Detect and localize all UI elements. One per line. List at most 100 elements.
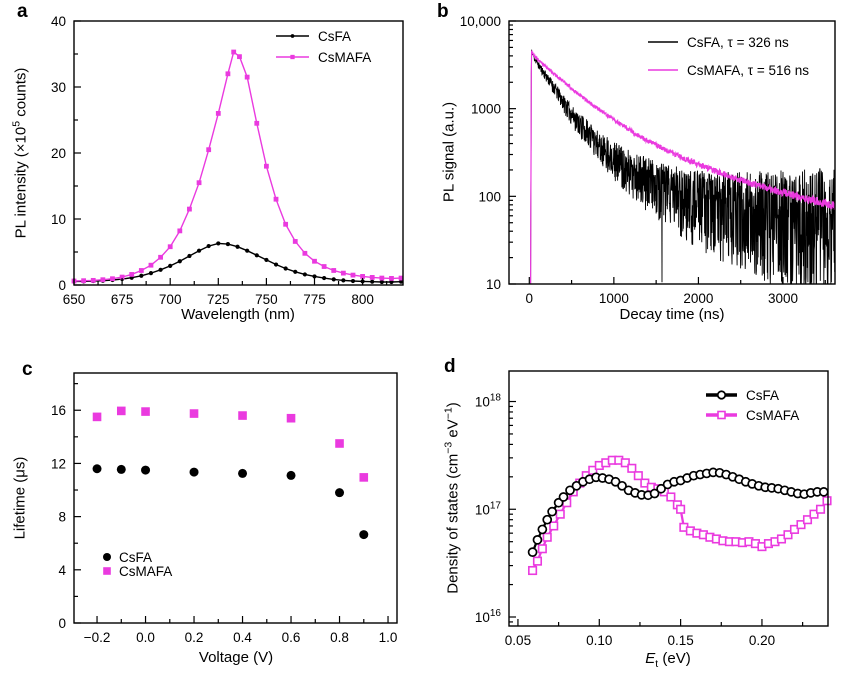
marker-circle-open	[547, 506, 557, 517]
panel-b-chart: 0 1000 2000 3000 10 100 1000 10,000 CsFA, τ = 32…	[460, 14, 836, 306]
tick-label: 0.15	[667, 633, 693, 648]
marker-circle-filled	[322, 275, 327, 281]
marker-square-filled	[273, 196, 279, 202]
plot-frame	[73, 372, 398, 624]
legend-item: CsFA, τ = 326 ns	[648, 35, 789, 50]
marker-circle-filled	[139, 273, 144, 278]
marker-circle-filled	[196, 248, 202, 253]
marker-square-filled	[103, 567, 111, 575]
legend-item: CsMAFA	[276, 50, 371, 65]
panel-label-d: d	[444, 356, 456, 377]
marker-circle-filled	[158, 267, 163, 272]
marker-square-filled	[100, 277, 106, 283]
marker-square-open	[633, 471, 643, 481]
marker-circle-open	[716, 390, 727, 400]
tick-label: 30	[51, 80, 66, 95]
marker-square-open	[627, 463, 637, 473]
panel-b-ylabel: PL signal (a.u.)	[440, 101, 458, 203]
legend-label: CsMAFA	[318, 50, 371, 65]
marker-square-filled	[177, 228, 183, 234]
marker-square-filled	[331, 268, 337, 273]
marker-square-open	[809, 509, 819, 519]
marker-square-filled	[129, 272, 135, 277]
tick-label: 0.4	[233, 630, 252, 645]
marker-square-filled	[187, 206, 192, 212]
legend-label: CsMAFA, τ = 516 ns	[687, 63, 809, 78]
marker-square-filled	[237, 54, 242, 60]
tick-label: 1016	[475, 608, 502, 625]
marker-square-open	[620, 458, 630, 468]
tick-label: −0.2	[84, 630, 111, 645]
tick-label: 700	[159, 292, 182, 307]
plot-frame	[508, 20, 836, 285]
marker-circle-filled	[389, 279, 394, 285]
legend-item: CsFA	[276, 29, 351, 44]
marker-square-open	[796, 520, 806, 530]
legend-label: CsFA	[746, 388, 779, 403]
marker-circle-filled	[350, 278, 356, 284]
marker-circle-filled	[103, 553, 111, 561]
marker-circle-open	[649, 488, 660, 499]
panel-a-xlabel: Wavelength (nm)	[181, 306, 295, 323]
tick-label: 750	[255, 292, 278, 307]
marker-circle-open	[617, 480, 627, 491]
panel-c-ylabel: Lifetime (μs)	[11, 456, 29, 540]
marker-square-filled	[350, 272, 356, 278]
tick-label: 0.20	[749, 633, 775, 648]
marker-circle-open	[537, 524, 548, 535]
marker-square-open	[822, 496, 832, 506]
marker-circle-filled	[335, 488, 345, 498]
tick-label: 100	[478, 189, 501, 204]
tick-label: 0	[58, 278, 66, 293]
marker-square-filled	[369, 275, 375, 280]
marker-square-filled	[141, 407, 150, 416]
marker-circle-filled	[187, 253, 192, 259]
marker-circle-filled	[283, 266, 288, 271]
tick-label: 2000	[683, 291, 713, 306]
panel-b-xlabel: Decay time (ns)	[619, 306, 725, 323]
panel-label-a: a	[17, 1, 28, 22]
marker-circle-filled	[141, 465, 151, 475]
tick-label: 0.05	[505, 633, 531, 648]
panel-d-ylabel: Density of states (cm−3 eV−1)	[442, 402, 462, 594]
marker-circle-filled	[264, 257, 269, 263]
marker-square-filled	[340, 270, 346, 276]
marker-square-open	[815, 504, 826, 514]
marker-circle-filled	[331, 277, 336, 282]
marker-circle-filled	[245, 248, 250, 253]
tick-label: 0.6	[282, 630, 301, 645]
plot-frame	[508, 370, 829, 627]
marker-square-filled	[138, 268, 144, 273]
marker-square-filled	[302, 250, 308, 256]
panel-a-ylabel: PL intensity (×105 counts)	[10, 67, 30, 239]
tick-label: 12	[51, 456, 66, 471]
tick-label: 725	[207, 292, 230, 307]
marker-square-open	[542, 532, 552, 542]
marker-square-filled	[90, 277, 96, 283]
marker-circle-filled	[177, 259, 182, 264]
marker-circle-filled	[359, 530, 369, 540]
tick-label: 20	[51, 146, 66, 161]
marker-square-open	[717, 410, 726, 420]
tick-label: 775	[303, 292, 326, 307]
panel-label-b: b	[437, 1, 449, 22]
tick-label: 40	[51, 14, 66, 29]
marker-square-filled	[254, 120, 260, 126]
marker-square-filled	[225, 71, 231, 77]
marker-circle-filled	[116, 464, 126, 474]
series-CsMAFA, τ = 516 ns	[530, 50, 835, 284]
tick-label: 10	[51, 212, 66, 227]
tick-label: 3000	[768, 291, 798, 306]
marker-square-filled	[292, 239, 298, 244]
marker-square-open	[676, 504, 686, 514]
tick-label: 0.2	[185, 630, 204, 645]
marker-circle-filled	[235, 244, 240, 249]
legend-label: CsFA	[318, 29, 351, 44]
tick-label: 1.0	[379, 630, 398, 645]
marker-circle-filled	[290, 34, 295, 38]
tick-label: 16	[51, 403, 66, 418]
marker-circle-filled	[168, 263, 173, 268]
marker-circle-filled	[148, 271, 154, 276]
